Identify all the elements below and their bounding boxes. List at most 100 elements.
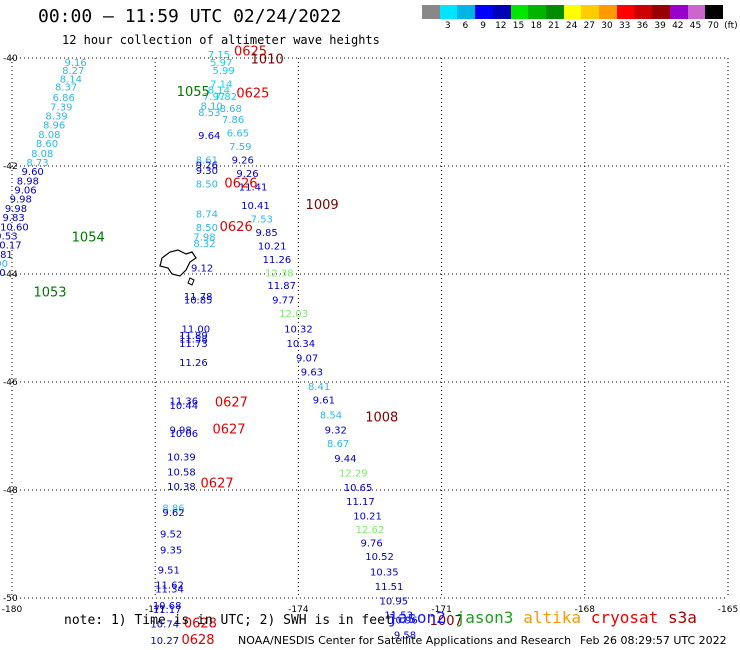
island-outline (159, 249, 197, 277)
wave-height-value: 8.53 (198, 108, 220, 119)
wave-height-value: 9.30 (196, 166, 218, 177)
wave-height-value: 12.38 (265, 269, 294, 280)
wave-height-value: 9.35 (160, 546, 182, 557)
wave-height-value: 10.35 (370, 567, 399, 578)
wave-height-value: 9.61 (313, 396, 335, 407)
wave-height-value: 9.85 (255, 228, 277, 239)
wave-height-value: 7.39 (50, 102, 72, 113)
color-scale-swatch (545, 5, 565, 19)
wave-height-value: 10.44 (170, 401, 199, 412)
color-scale-label: 70 (707, 21, 719, 31)
wave-height-value: 8.39 (45, 112, 67, 123)
wave-height-value: 9.47 (0, 278, 1, 289)
wave-height-value: 6.86 (53, 93, 75, 104)
x-tick-label: -180 (2, 605, 23, 615)
wave-height-value: 9.30 (0, 268, 6, 279)
y-tick-label: -50 (3, 594, 18, 604)
color-scale-swatch (439, 5, 458, 19)
satellite-name-jason2: jason2 (388, 608, 446, 627)
color-scale-swatch (492, 5, 511, 19)
wave-height-value: 9.76 (360, 539, 382, 550)
color-scale-swatch (652, 5, 671, 19)
wave-height-value: 11.34 (155, 585, 184, 596)
wave-height-value: 10.06 (170, 429, 199, 440)
wave-height-value: 10.74 (150, 620, 179, 631)
color-scale-swatch (705, 5, 724, 19)
wave-height-value: 8.68 (220, 104, 242, 115)
wave-height-value: 8.60 (36, 139, 58, 150)
wave-height-value: 7.98 (193, 233, 215, 244)
color-scale-label: 3 (444, 21, 451, 31)
wave-height-value: 8.73 (26, 158, 48, 169)
wave-height-value: 10.27 (150, 636, 179, 647)
wave-height-value: 7.82 (215, 92, 237, 103)
wave-height-value: 8.32 (193, 239, 215, 250)
wave-height-value: 8.61 (196, 155, 218, 166)
wave-height-value: 9.58 (394, 631, 416, 642)
wave-height-value: 10.39 (167, 452, 196, 463)
wave-height-value: 10.34 (286, 339, 315, 350)
wave-height-value: 8.14 (60, 74, 82, 85)
wave-height-value: 12.29 (339, 469, 368, 480)
wave-height-value: 9.26 (236, 169, 258, 180)
wave-height-value: 10.96 (389, 615, 418, 626)
wave-height-value: 10.38 (167, 482, 196, 493)
wave-height-value: 9.00 (0, 259, 8, 270)
wave-height-value: 8.50 (196, 180, 218, 191)
color-scale-swatch (457, 5, 476, 19)
color-scale-label: 6 (462, 21, 469, 31)
color-scale-label: 39 (654, 21, 666, 31)
credit-text: NOAA/NESDIS Center for Satellite Applica… (238, 634, 572, 647)
generated-timestamp: Feb 26 08:29:57 UTC 2022 (580, 634, 727, 647)
x-tick-label: -174 (288, 605, 309, 615)
color-scale-label: 18 (530, 21, 542, 31)
color-scale-swatch (528, 5, 547, 19)
wave-height-value: 11.17 (346, 497, 375, 508)
wave-height-value: 9.98 (170, 425, 192, 436)
color-scale-label: 9 (480, 21, 486, 31)
wave-height-value: 10.41 (241, 201, 270, 212)
wave-height-value: 11.87 (267, 281, 296, 292)
wave-height-value: 9.51 (158, 566, 180, 577)
pass-time-label: 0625 (234, 44, 267, 59)
satellite-name-s3a: s3a (668, 608, 697, 627)
wave-height-value: 5.99 (212, 66, 234, 77)
y-tick-label: -46 (3, 378, 18, 388)
color-scale-swatch (687, 5, 706, 19)
wave-height-value: 9.52 (160, 530, 182, 541)
wave-height-value: 11.58 (179, 335, 208, 346)
color-scale-label: 33 (618, 21, 631, 31)
wave-height-value: 9.32 (325, 425, 347, 436)
pass-time-label: 0625 (236, 86, 269, 101)
wave-height-value: 12.62 (356, 525, 385, 536)
wave-height-value: 12.03 (279, 309, 308, 320)
y-tick-label: -40 (3, 54, 18, 64)
wave-height-value: 8.98 (17, 176, 39, 187)
wave-height-value: 9.16 (65, 58, 87, 69)
wave-height-value: 7.86 (222, 115, 244, 126)
pass-time-label: 1010 (251, 52, 284, 67)
pass-time-label: 0627 (215, 395, 248, 410)
y-tick-label: -42 (3, 162, 18, 172)
color-scale-swatch (510, 5, 529, 19)
pass-time-label: 0628 (184, 617, 217, 632)
wave-height-value: 7.15 (208, 50, 230, 61)
wave-height-value: 8.10 (201, 101, 223, 112)
wave-height-value: 7.14 (210, 80, 232, 91)
wave-height-value: 10.68 (153, 601, 182, 612)
color-scale-swatch (563, 5, 582, 19)
pass-time-label: 1007 (430, 614, 463, 629)
wave-height-value: 8.96 (43, 121, 65, 132)
color-scale-swatch (616, 5, 635, 19)
wave-height-value: 11.41 (239, 182, 268, 193)
wave-height-value: 9.44 (334, 454, 356, 465)
color-scale-label: 15 (512, 21, 525, 31)
color-scale-unit: (ft) (724, 21, 738, 31)
wave-height-value: 11.73 (179, 339, 208, 350)
pass-time-label: 0626 (224, 177, 257, 192)
wave-height-value: 9.62 (162, 508, 184, 519)
satellite-name-altika: altika (523, 608, 581, 627)
color-scale-label: 45 (689, 21, 702, 31)
wave-height-value: 10.21 (353, 512, 382, 523)
